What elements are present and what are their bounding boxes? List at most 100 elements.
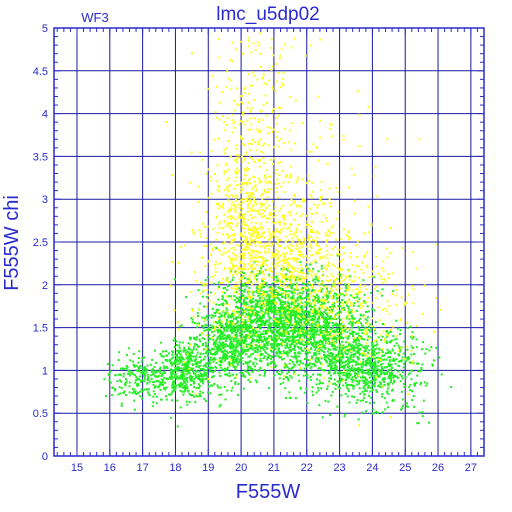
data-point bbox=[353, 349, 356, 352]
data-point bbox=[261, 265, 264, 268]
data-point bbox=[247, 365, 249, 368]
data-point bbox=[321, 303, 324, 305]
data-point bbox=[364, 318, 367, 321]
data-point bbox=[206, 88, 209, 90]
data-point bbox=[358, 380, 361, 383]
data-point bbox=[275, 317, 278, 320]
data-point bbox=[226, 289, 229, 292]
data-point bbox=[212, 348, 214, 351]
data-point bbox=[325, 312, 327, 315]
data-point bbox=[215, 238, 217, 241]
data-point bbox=[344, 286, 347, 289]
data-point bbox=[385, 401, 388, 404]
data-point bbox=[241, 295, 244, 297]
data-point bbox=[256, 250, 258, 253]
data-point bbox=[352, 370, 355, 373]
data-point bbox=[378, 381, 381, 384]
data-point bbox=[379, 382, 382, 385]
data-point bbox=[244, 319, 247, 322]
data-point bbox=[169, 376, 171, 379]
data-point bbox=[241, 351, 244, 354]
data-point bbox=[192, 345, 195, 348]
data-point bbox=[232, 344, 235, 347]
data-point bbox=[338, 376, 341, 379]
data-point bbox=[387, 362, 390, 365]
data-point bbox=[139, 395, 142, 398]
data-point bbox=[356, 356, 359, 358]
data-point bbox=[259, 272, 262, 275]
data-point bbox=[220, 331, 223, 334]
data-point bbox=[249, 295, 252, 298]
data-point bbox=[268, 298, 271, 301]
data-point bbox=[248, 286, 251, 289]
data-point bbox=[269, 335, 272, 337]
data-point bbox=[170, 373, 173, 375]
data-point bbox=[298, 278, 301, 281]
data-point bbox=[200, 372, 202, 375]
data-point bbox=[385, 247, 388, 250]
data-point bbox=[261, 310, 264, 313]
data-point bbox=[217, 207, 220, 210]
data-point bbox=[331, 343, 333, 346]
data-point bbox=[262, 357, 265, 359]
data-point bbox=[306, 272, 309, 275]
data-point bbox=[301, 198, 304, 201]
data-point bbox=[365, 401, 368, 403]
data-point bbox=[264, 339, 267, 342]
data-point bbox=[274, 285, 277, 288]
data-point bbox=[286, 366, 289, 369]
data-point bbox=[226, 185, 229, 188]
data-point bbox=[295, 300, 298, 303]
data-point bbox=[346, 353, 349, 356]
data-point bbox=[266, 259, 269, 262]
data-point bbox=[209, 352, 212, 355]
data-point bbox=[372, 353, 375, 356]
data-point bbox=[252, 273, 255, 276]
data-point bbox=[345, 349, 348, 352]
data-point bbox=[231, 266, 234, 269]
data-point bbox=[193, 382, 196, 385]
data-point bbox=[267, 217, 269, 220]
data-point bbox=[332, 344, 335, 346]
data-point bbox=[163, 386, 166, 389]
data-point bbox=[252, 226, 255, 229]
data-point bbox=[255, 235, 258, 238]
data-point bbox=[336, 346, 339, 349]
data-point bbox=[290, 291, 293, 294]
data-point bbox=[247, 162, 250, 165]
data-point bbox=[200, 380, 203, 383]
data-point bbox=[247, 349, 250, 352]
data-point bbox=[250, 367, 252, 370]
data-point bbox=[310, 212, 313, 215]
data-point bbox=[258, 305, 261, 308]
data-point bbox=[197, 377, 200, 380]
data-point bbox=[410, 370, 413, 372]
data-point bbox=[341, 356, 344, 359]
data-point bbox=[326, 350, 329, 353]
data-point bbox=[241, 302, 244, 305]
data-point bbox=[267, 244, 270, 247]
data-point bbox=[354, 363, 357, 366]
data-point bbox=[256, 280, 259, 283]
data-point bbox=[202, 327, 205, 329]
data-point bbox=[178, 344, 181, 347]
data-point bbox=[339, 366, 342, 369]
data-point bbox=[301, 292, 304, 295]
data-point bbox=[147, 376, 150, 378]
data-point bbox=[253, 117, 256, 120]
data-point bbox=[119, 373, 122, 376]
data-point bbox=[344, 290, 347, 293]
data-point bbox=[237, 394, 240, 396]
data-point bbox=[310, 319, 313, 321]
data-point bbox=[298, 355, 301, 358]
data-point bbox=[240, 323, 243, 326]
data-point bbox=[228, 334, 231, 337]
data-point bbox=[279, 289, 282, 292]
data-point bbox=[225, 295, 228, 298]
data-point bbox=[243, 323, 246, 326]
data-point bbox=[338, 355, 341, 358]
data-point bbox=[253, 185, 256, 188]
data-point bbox=[402, 366, 405, 369]
data-point bbox=[285, 397, 287, 399]
data-point bbox=[335, 368, 338, 371]
